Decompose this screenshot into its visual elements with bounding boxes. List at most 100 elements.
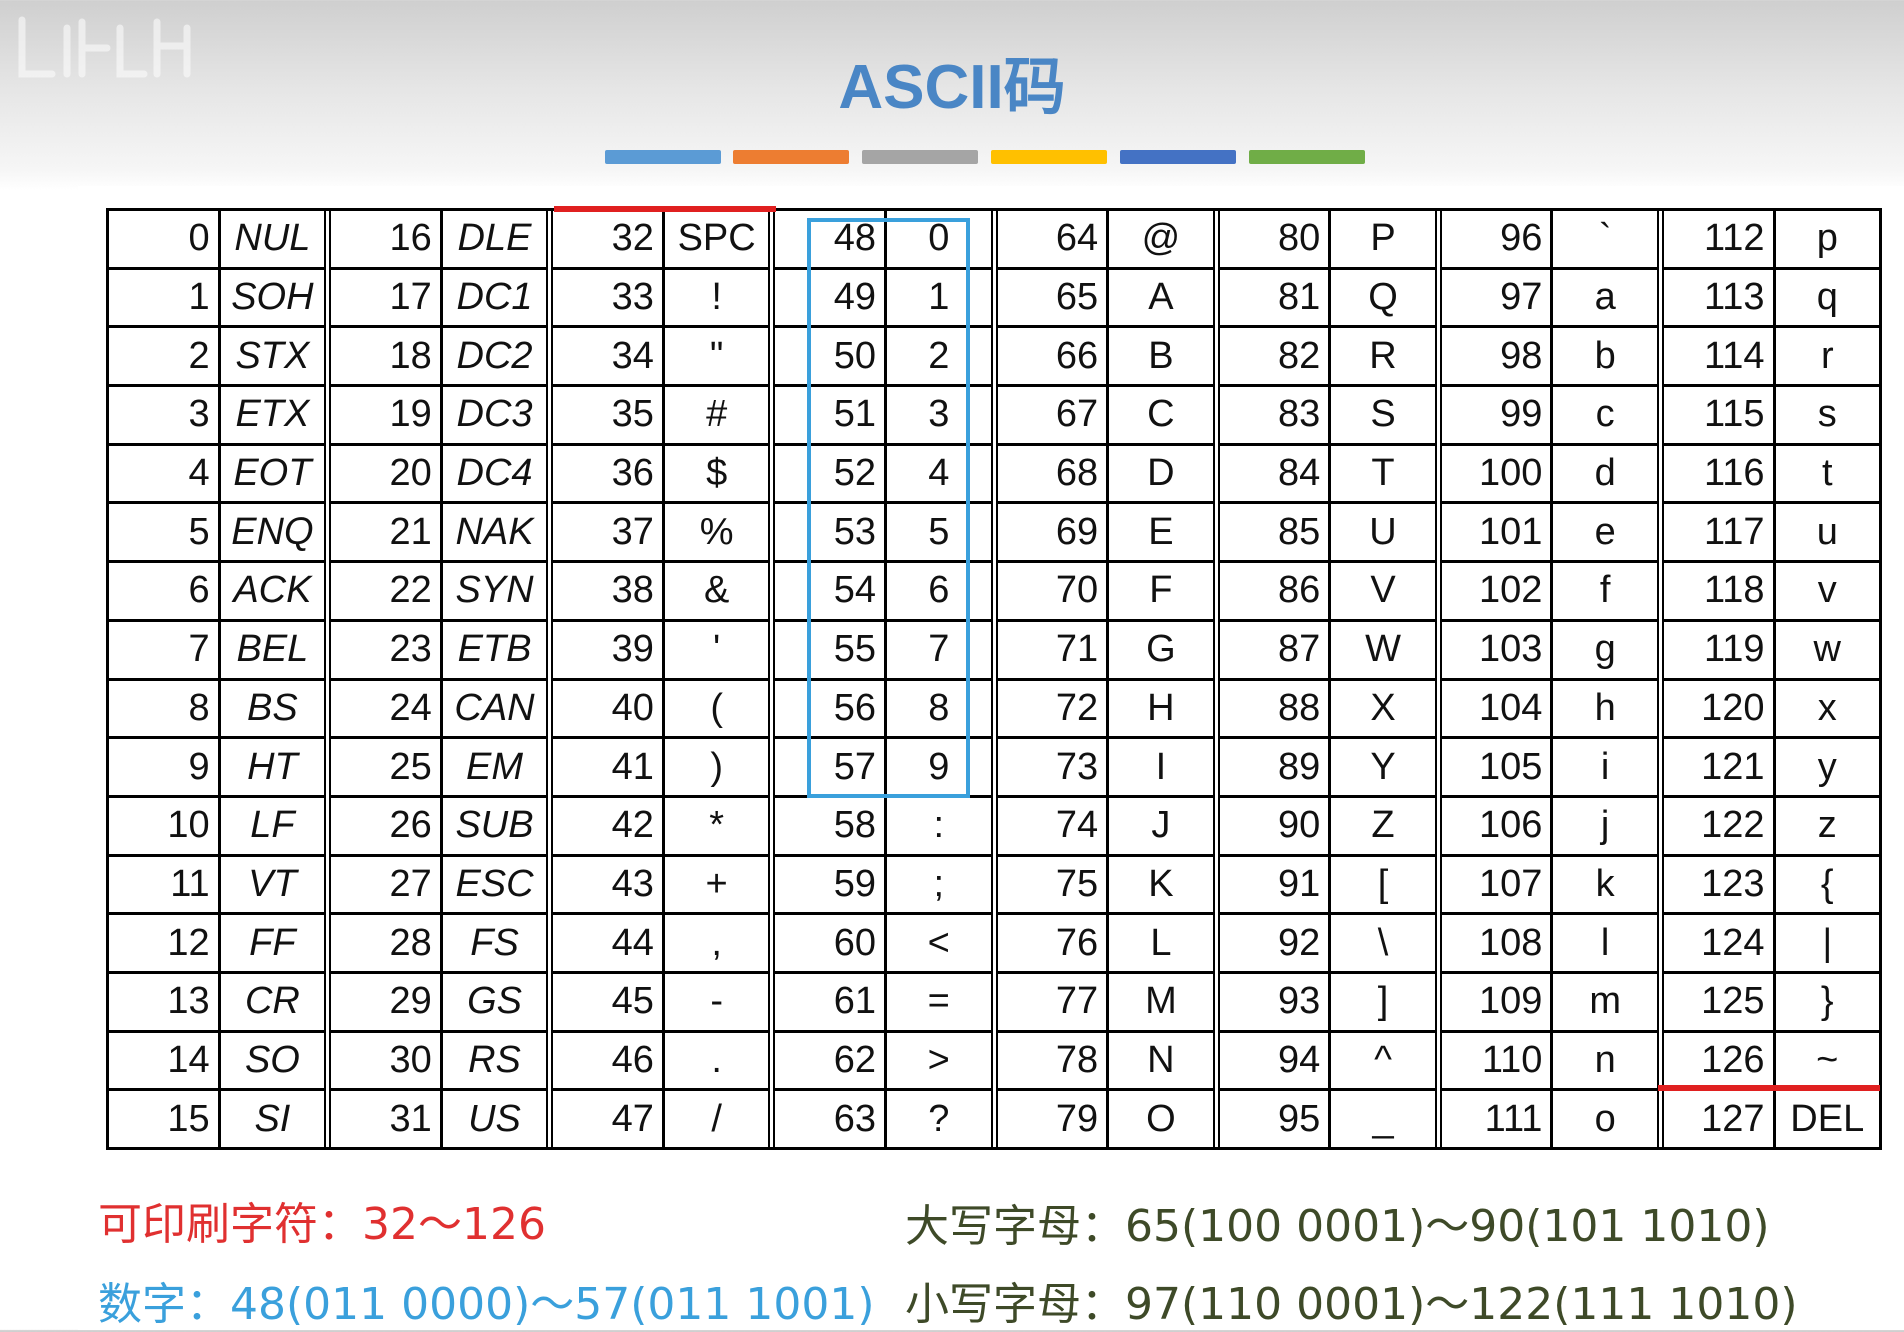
printable-range-note: 可印刷字符：32～126 xyxy=(98,1188,546,1252)
digits-range-note: 数字：48(011 0000)～57(011 1001) xyxy=(98,1268,875,1332)
symbol-cell: SPC xyxy=(664,211,769,270)
code-cell: 64 xyxy=(997,211,1107,270)
code-cell: 103 xyxy=(1441,622,1551,681)
code-cell: 79 xyxy=(1055,1097,1099,1140)
ascii-group: 80 81 82 83 84 85 86 87 88 89 90 91 92 93 94 95 P Q R S T U V W… xyxy=(1212,211,1435,1147)
symbol-cell: / xyxy=(711,1097,722,1140)
code-cell: 93 xyxy=(1219,974,1329,1033)
ascii-group: 112 113 114 115 116 117 118 119 120 121 122 123 124 1… xyxy=(1656,211,1879,1147)
symbol-cell: HT xyxy=(220,739,325,798)
symbol-cell: | xyxy=(1775,915,1879,974)
code-cell: 63 xyxy=(833,1097,877,1140)
code-column: 0 1 2 3 4 5 6 7 8 9 10 11 12 13 14 15 xyxy=(109,211,221,1147)
symbol-cell: } xyxy=(1775,974,1879,1033)
symbol-cell: c xyxy=(1553,387,1657,446)
symbol-cell: w xyxy=(1775,622,1879,681)
symbol-cell: % xyxy=(664,504,769,564)
code-cell: 13 xyxy=(109,974,218,1033)
uppercase-label: 大写字母： xyxy=(905,1201,1125,1252)
symbol-cell: \ xyxy=(1331,915,1435,974)
digits-value: 48(011 0000)～57(011 1001) xyxy=(230,1279,875,1330)
code-cell: 33 xyxy=(553,270,662,329)
lowercase-range-note: 小写字母：97(110 0001)～122(111 1010) xyxy=(905,1268,1798,1332)
code-column: 80 81 82 83 84 85 86 87 88 89 90 91 92 93 94 95 xyxy=(1219,211,1332,1147)
symbol-cell: u xyxy=(1775,504,1879,564)
color-strip-1 xyxy=(605,150,721,164)
symbol-cell: z xyxy=(1775,798,1879,857)
code-cell: 8 xyxy=(109,681,218,740)
symbol-cell: DLE xyxy=(442,211,547,270)
code-cell: 5 xyxy=(109,504,218,564)
code-cell: 38 xyxy=(553,563,662,622)
symbol-cell: DC1 xyxy=(442,270,547,329)
code-cell: 84 xyxy=(1219,446,1329,505)
code-cell: 75 xyxy=(997,857,1107,916)
code-cell: 50 xyxy=(775,328,885,388)
code-cell: 28 xyxy=(331,915,440,974)
symbol-cell: S xyxy=(1331,387,1435,446)
code-cell: 30 xyxy=(331,1033,440,1092)
code-cell: 16 xyxy=(331,211,440,270)
symbol-cell: D xyxy=(1109,446,1213,505)
symbol-cell: Z xyxy=(1331,798,1435,857)
code-cell: 4 xyxy=(109,446,218,505)
symbol-column: P Q R S T U V W X Y Z[\] ^ _ xyxy=(1331,211,1435,1147)
code-cell: 10 xyxy=(109,798,218,857)
code-cell: 51 xyxy=(775,387,885,446)
code-cell: 69 xyxy=(997,504,1107,564)
symbol-cell: US xyxy=(468,1097,521,1140)
code-cell: 7 xyxy=(109,622,218,681)
code-cell: 39 xyxy=(553,622,662,681)
symbol-cell: g xyxy=(1553,622,1657,681)
code-cell: 29 xyxy=(331,974,440,1033)
code-cell: 9 xyxy=(109,739,218,798)
symbol-cell: ( xyxy=(664,681,769,740)
lowercase-label: 小写字母： xyxy=(905,1279,1125,1330)
printable-label: 可印刷字符： xyxy=(98,1199,362,1250)
symbol-cell: ` xyxy=(1553,211,1657,270)
symbol-cell: $ xyxy=(664,446,769,505)
symbol-cell: & xyxy=(664,563,769,622)
symbol-cell: l xyxy=(1553,915,1657,974)
code-cell: 52 xyxy=(775,446,885,505)
code-cell: 86 xyxy=(1219,563,1329,622)
symbol-column: NUL SOH STX ETX EOT ENQ ACK BEL BS HT LF VT FF CR SO SI xyxy=(220,211,325,1147)
code-cell: 106 xyxy=(1441,798,1551,857)
code-cell: 31 xyxy=(389,1097,432,1140)
code-cell: 82 xyxy=(1219,328,1329,388)
code-cell: 87 xyxy=(1219,622,1329,681)
code-cell: 98 xyxy=(1441,328,1551,388)
symbol-cell: W xyxy=(1331,622,1435,681)
symbol-cell: Y xyxy=(1331,739,1435,798)
symbol-cell: F xyxy=(1109,563,1213,622)
symbol-cell: LF xyxy=(220,798,325,857)
symbol-cell: { xyxy=(1775,857,1879,916)
printable-value: 32～126 xyxy=(362,1199,546,1250)
symbol-cell: x xyxy=(1775,681,1879,740)
symbol-cell: K xyxy=(1109,857,1213,916)
code-cell: 24 xyxy=(331,681,440,740)
symbol-cell: SI xyxy=(254,1097,291,1140)
code-cell: 81 xyxy=(1219,270,1329,329)
symbol-cell: f xyxy=(1553,563,1657,622)
symbol-cell: # xyxy=(664,387,769,446)
code-cell: 124 xyxy=(1663,915,1773,974)
symbol-cell: FS xyxy=(442,915,547,974)
symbol-cell: q xyxy=(1775,270,1879,329)
code-cell: 36 xyxy=(553,446,662,505)
symbol-cell: 7 xyxy=(887,622,991,681)
symbol-cell: SO xyxy=(220,1033,325,1092)
uppercase-value: 65(100 0001)～90(101 1010) xyxy=(1125,1201,1770,1252)
code-cell: 120 xyxy=(1663,681,1773,740)
symbol-cell: " xyxy=(664,328,769,388)
symbol-cell: DC3 xyxy=(442,387,547,446)
symbol-cell: EM xyxy=(442,739,547,798)
symbol-cell: B xyxy=(1109,328,1213,388)
code-cell: 72 xyxy=(997,681,1107,740)
symbol-cell: p xyxy=(1775,211,1879,270)
code-cell: 107 xyxy=(1441,857,1551,916)
symbol-cell: e xyxy=(1553,504,1657,564)
symbol-cell: i xyxy=(1553,739,1657,798)
code-cell: 14 xyxy=(109,1033,218,1092)
symbol-cell: X xyxy=(1331,681,1435,740)
